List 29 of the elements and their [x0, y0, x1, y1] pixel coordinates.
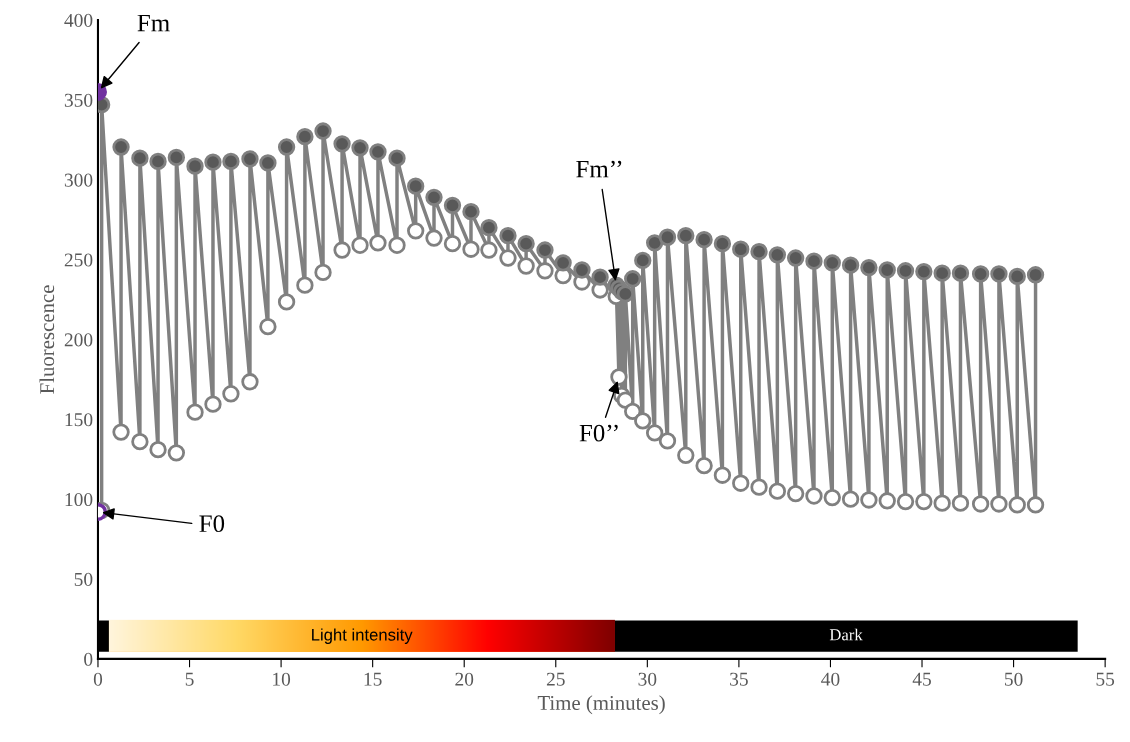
y-axis-title: Fluorescence — [39, 285, 55, 394]
band-label: Dark — [829, 628, 863, 641]
annotation: F0 — [199, 515, 225, 533]
x-tick-label: 20 — [455, 672, 474, 686]
x-tick-label: 55 — [1096, 672, 1115, 686]
x-tick-label: 35 — [730, 672, 748, 686]
x-tick-label: 0 — [93, 672, 103, 686]
x-axis-title: Time (minutes) — [537, 695, 665, 715]
x-tick-label: 5 — [185, 672, 194, 686]
annotation: Fm’’ — [576, 160, 622, 178]
x-tick-label: 40 — [821, 672, 840, 686]
y-tick-label: 0 — [84, 652, 93, 666]
y-tick-label: 100 — [65, 493, 93, 507]
x-tick-label: 15 — [364, 672, 382, 686]
x-tick-label: 30 — [638, 672, 657, 686]
y-tick-label: 50 — [74, 572, 93, 586]
x-tick-label: 10 — [273, 672, 291, 686]
band-label: Light intensity — [312, 628, 413, 644]
y-tick-label: 350 — [64, 93, 93, 107]
x-tick-label: 25 — [546, 672, 565, 686]
x-tick-label: 50 — [1004, 672, 1023, 686]
annotation: F0’’ — [579, 424, 618, 442]
y-tick-label: 150 — [65, 413, 93, 427]
annotation: Fm — [137, 14, 170, 32]
y-tick-label: 200 — [64, 333, 93, 347]
y-tick-label: 300 — [64, 173, 93, 187]
y-tick-label: 400 — [64, 13, 93, 27]
x-tick-label: 45 — [912, 672, 931, 686]
y-tick-label: 250 — [64, 253, 93, 267]
